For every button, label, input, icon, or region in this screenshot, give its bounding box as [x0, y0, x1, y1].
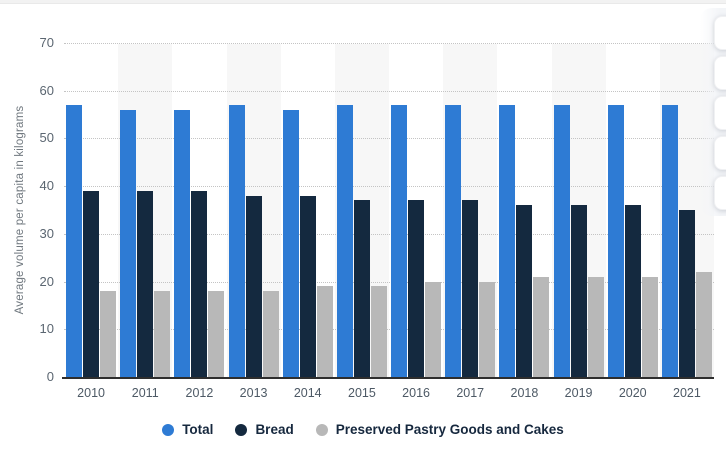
side-toolbar-button-4[interactable]	[714, 136, 726, 170]
bar-bread-2014	[299, 195, 316, 377]
bar-preserved-pastry-goods-and-cakes-2010	[100, 291, 117, 377]
bar-total-2021	[661, 105, 678, 377]
legend-label-preserved-pastry-goods-and-cakes: Preserved Pastry Goods and Cakes	[335, 422, 564, 437]
bar-bread-2021	[678, 210, 695, 377]
y-tick-label-20: 20	[39, 273, 54, 289]
bar-preserved-pastry-goods-and-cakes-2020	[641, 276, 658, 377]
bar-total-2015	[336, 105, 353, 377]
bar-bread-2010	[83, 190, 100, 377]
legend-dot-total	[162, 423, 175, 436]
bar-bread-2015	[353, 200, 370, 377]
x-tick-label-2011: 2011	[131, 386, 159, 400]
bar-preserved-pastry-goods-and-cakes-2019	[587, 276, 604, 377]
bar-preserved-pastry-goods-and-cakes-2011	[154, 291, 171, 377]
side-toolbar-button-3[interactable]	[714, 96, 726, 130]
bar-preserved-pastry-goods-and-cakes-2016	[425, 281, 442, 377]
y-tick-label-10: 10	[39, 321, 54, 337]
y-tick-label-30: 30	[39, 225, 54, 241]
bar-total-2012	[174, 109, 191, 377]
bar-bread-2013	[245, 195, 262, 377]
gridline-60	[64, 90, 714, 92]
bar-total-2010	[66, 105, 83, 377]
y-tick-label-70: 70	[39, 35, 54, 50]
y-tick-label-60: 60	[39, 82, 54, 98]
gridline-40	[64, 186, 714, 188]
legend-item-preserved-pastry-goods-and-cakes[interactable]: Preserved Pastry Goods and Cakes	[315, 422, 564, 437]
side-toolbar-button-5[interactable]	[714, 176, 726, 210]
bar-bread-2012	[191, 190, 208, 377]
bar-total-2019	[553, 105, 570, 377]
bar-preserved-pastry-goods-and-cakes-2014	[316, 286, 333, 377]
bar-total-2013	[228, 105, 245, 377]
legend-label-bread: Bread	[255, 422, 294, 437]
side-toolbar-button-1[interactable]	[714, 16, 726, 50]
x-tick-label-2021: 2021	[673, 386, 701, 400]
y-tick-label-40: 40	[39, 178, 54, 194]
bar-bread-2016	[408, 200, 425, 377]
gridline-20	[64, 281, 714, 283]
legend: Total Bread Preserved Pastry Goods and Cak…	[0, 422, 726, 437]
bar-preserved-pastry-goods-and-cakes-2015	[370, 286, 387, 377]
x-tick-label-2018: 2018	[510, 386, 539, 400]
y-tick-label-0: 0	[46, 369, 54, 384]
x-tick-label-2010: 2010	[77, 386, 105, 400]
x-tick-label-2014: 2014	[293, 386, 322, 400]
x-tick-label-2015: 2015	[348, 386, 376, 400]
gridline-10	[64, 329, 714, 331]
x-tick-label-2016: 2016	[402, 386, 430, 400]
bar-total-2020	[607, 105, 624, 377]
gridline-30	[64, 233, 714, 235]
side-toolbar-button-2[interactable]	[714, 56, 726, 90]
bar-preserved-pastry-goods-and-cakes-2021	[695, 272, 712, 377]
y-tick-label-50: 50	[39, 130, 54, 146]
x-tick-label-2020: 2020	[618, 386, 647, 400]
legend-label-total: Total	[182, 422, 214, 437]
gridline-50	[64, 138, 714, 140]
bar-bread-2020	[624, 205, 641, 377]
bar-total-2016	[391, 105, 408, 377]
bar-total-2014	[282, 109, 299, 377]
legend-item-bread[interactable]: Bread	[235, 422, 294, 437]
bar-preserved-pastry-goods-and-cakes-2017	[479, 281, 496, 377]
x-axis-line	[62, 377, 714, 379]
legend-item-total[interactable]: Total	[162, 422, 213, 437]
bar-total-2018	[499, 105, 516, 377]
bar-bread-2018	[516, 205, 533, 377]
x-tick-label-2013: 2013	[239, 386, 268, 400]
legend-dot-preserved-pastry-goods-and-cakes	[315, 423, 328, 436]
bar-preserved-pastry-goods-and-cakes-2018	[533, 276, 550, 377]
legend-dot-bread	[235, 423, 248, 436]
bar-bread-2011	[137, 190, 154, 377]
bar-bread-2019	[570, 205, 587, 377]
x-tick-label-2019: 2019	[564, 386, 593, 400]
bar-total-2011	[120, 109, 137, 377]
x-tick-label-2012: 2012	[185, 386, 214, 400]
bar-total-2017	[445, 105, 462, 377]
bar-preserved-pastry-goods-and-cakes-2012	[208, 291, 225, 377]
x-tick-label-2017: 2017	[456, 386, 485, 400]
bar-preserved-pastry-goods-and-cakes-2013	[262, 291, 279, 377]
gridline-70	[64, 43, 714, 44]
top-border-strip	[0, 0, 726, 4]
bar-bread-2017	[462, 200, 479, 377]
